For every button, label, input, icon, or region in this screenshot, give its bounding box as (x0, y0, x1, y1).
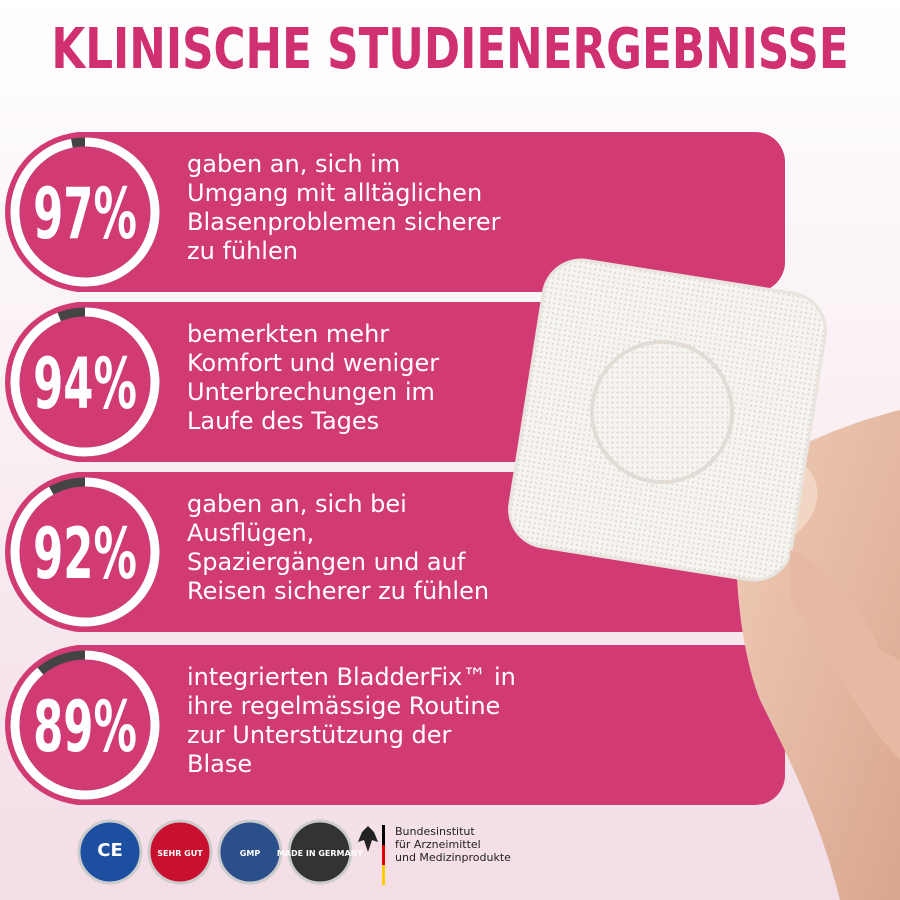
result-text: Komfort und weniger (187, 349, 439, 377)
result-bar (50, 132, 785, 292)
result-text: Ausflügen, (187, 519, 314, 547)
result-text: gaben an, sich bei (187, 490, 407, 518)
badge (217, 819, 283, 885)
result-text: Reisen sicherer zu fühlen (187, 577, 489, 605)
ring-progress (10, 137, 160, 287)
result-text: gaben an, sich im (187, 150, 400, 178)
result-bar (50, 645, 785, 805)
badge-label: MADE IN GERMANY (277, 849, 364, 858)
flag-gold (382, 865, 385, 885)
result-text: integrierten BladderFix™ in (187, 663, 516, 691)
ring-base (5, 302, 165, 462)
result-text: Unterbrechungen im (187, 378, 435, 406)
ring-base (5, 645, 165, 805)
flag-red (382, 845, 385, 865)
result-text: zur Unterstützung der (187, 721, 452, 749)
result-text: Blasenproblemen sicherer (187, 208, 501, 236)
result-text: ihre regelmässige Routine (187, 692, 500, 720)
ring-base (5, 472, 165, 632)
product-photo (508, 258, 900, 900)
percent-label: 92% (33, 513, 137, 595)
ring-base (5, 132, 165, 292)
ring-progress (10, 477, 160, 627)
badge-label: GMP (240, 849, 261, 858)
badge-label: SEHR GUT (157, 849, 203, 858)
badge-label: CE (97, 840, 123, 861)
institute-text: und Medizinprodukte (395, 851, 511, 864)
flag-black (382, 825, 385, 845)
badge (147, 819, 213, 885)
result-text: Laufe des Tages (187, 407, 379, 435)
badge (287, 819, 353, 885)
result-text: zu fühlen (187, 237, 298, 265)
percent-label: 89% (33, 686, 137, 768)
result-text: Umgang mit alltäglichen (187, 179, 482, 207)
result-text: Spaziergängen und auf (187, 548, 466, 576)
ring-progress (10, 650, 160, 800)
institute-text: für Arzneimittel (395, 838, 481, 851)
percent-label: 94% (33, 343, 137, 425)
result-text: bemerkten mehr (187, 320, 389, 348)
badge (77, 819, 143, 885)
title: KLINISCHE STUDIENERGEBNISSE (51, 16, 848, 82)
result-text: Blase (187, 750, 252, 778)
eagle (358, 826, 378, 852)
institute-text: Bundesinstitut (395, 825, 475, 838)
percent-label: 97% (33, 173, 137, 255)
ring-progress (10, 307, 160, 457)
